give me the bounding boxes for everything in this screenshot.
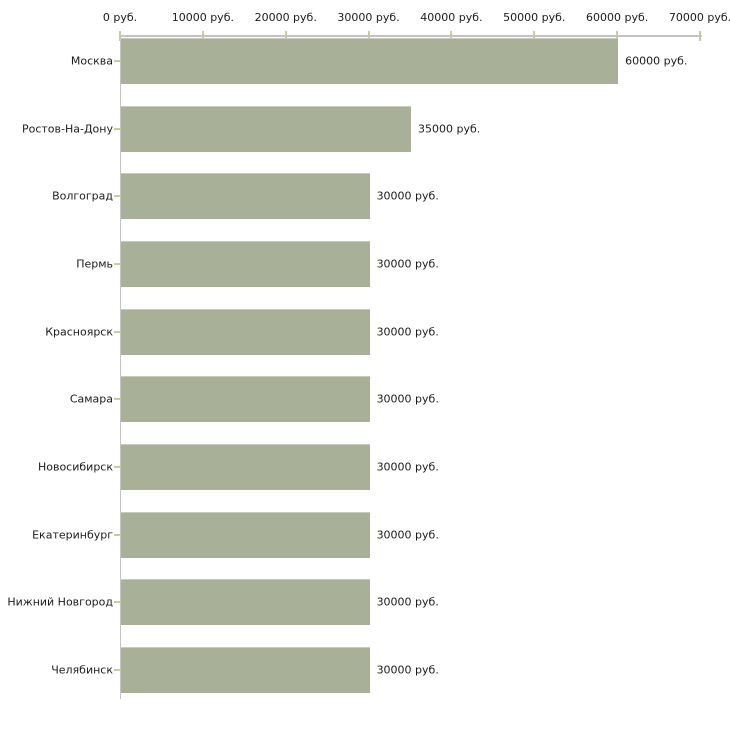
x-axis-tick-label: 60000 руб. [586,11,649,24]
y-axis-tick-mark [114,668,121,671]
category-label: Нижний Новгород [7,595,113,609]
y-axis-tick-mark [114,330,121,333]
x-axis-tick-label: 10000 руб. [171,11,234,24]
x-axis-line [120,35,702,37]
value-label: 35000 руб. [418,122,481,136]
y-axis-line [120,35,121,699]
bar [121,511,370,558]
bar [121,173,370,220]
bar [121,240,370,287]
x-axis-tick-label: 20000 руб. [254,11,317,24]
bar [121,376,370,423]
category-label: Екатеринбург [32,528,113,542]
y-axis-tick-mark [114,262,121,265]
x-axis-tick-label: 70000 руб. [668,11,730,24]
y-axis-tick-mark [114,195,121,198]
y-axis-tick-mark [114,533,121,536]
x-axis-tick-label: 50000 руб. [503,11,566,24]
category-label: Пермь [76,257,113,271]
y-axis-tick-mark [114,60,121,62]
category-label: Челябинск [51,663,113,677]
bar [121,308,370,355]
category-label: Новосибирск [37,460,113,474]
category-label: Москва [70,54,113,68]
y-axis-tick-mark [114,601,121,604]
bar [121,443,370,490]
value-label: 60000 руб. [625,54,688,68]
bar [121,579,370,626]
value-label: 30000 руб. [376,392,439,406]
value-label: 30000 руб. [376,257,439,271]
value-label: 30000 руб. [376,528,439,542]
y-axis-tick-mark [114,398,121,401]
x-axis-tick-label: 30000 руб. [337,11,400,24]
value-label: 30000 руб. [376,325,439,339]
category-label: Волгоград [52,189,113,203]
value-label: 30000 руб. [376,663,439,677]
category-label: Самара [69,392,113,406]
y-axis-tick-mark [114,127,121,130]
category-label: Красноярск [45,325,113,339]
value-label: 30000 руб. [376,189,439,203]
bar [121,646,370,693]
value-label: 30000 руб. [376,595,439,609]
x-axis-tick-label: 40000 руб. [420,11,483,24]
x-axis-tick-label: 0 руб. [102,11,138,24]
bar [121,38,619,84]
category-label: Ростов-На-Дону [21,122,113,136]
value-label: 30000 руб. [376,460,439,474]
y-axis-tick-mark [114,465,121,468]
bar [121,105,411,152]
